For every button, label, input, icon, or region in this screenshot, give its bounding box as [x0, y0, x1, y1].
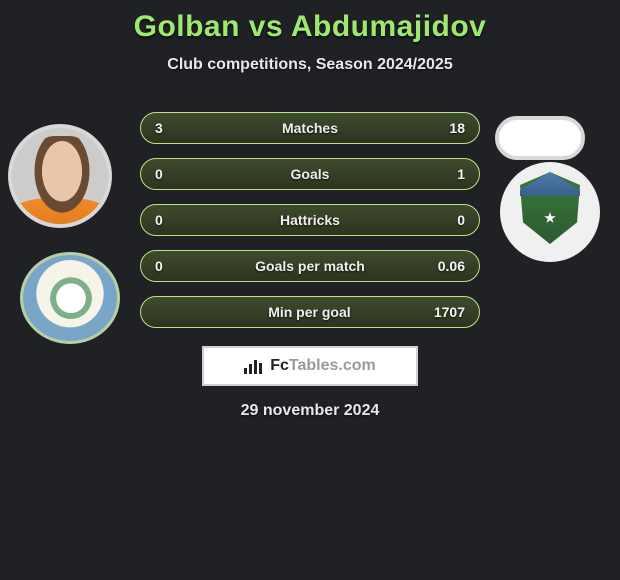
stat-right-value: 18	[435, 120, 465, 136]
club2-badge	[500, 162, 600, 262]
brand-text: FcTables.com	[270, 357, 376, 375]
stat-left-value: 0	[155, 166, 185, 182]
stat-label: Min per goal	[185, 304, 434, 320]
date-text: 29 november 2024	[0, 402, 620, 420]
stat-row-goals: 0 Goals 1	[140, 158, 480, 190]
stat-row-hattricks: 0 Hattricks 0	[140, 204, 480, 236]
stat-row-mpg: Min per goal 1707	[140, 296, 480, 328]
player1-face	[27, 136, 97, 224]
stat-label: Matches	[185, 120, 435, 136]
brand-logo: FcTables.com	[202, 346, 418, 386]
brand-prefix: Fc	[270, 357, 289, 374]
stat-right-value: 0	[435, 212, 465, 228]
brand-suffix: Tables.com	[289, 357, 376, 374]
stat-left-value: 3	[155, 120, 185, 136]
player1-avatar	[8, 124, 112, 228]
page-title: Golban vs Abdumajidov	[0, 0, 620, 44]
stat-right-value: 1707	[434, 304, 465, 320]
stat-row-gpm: 0 Goals per match 0.06	[140, 250, 480, 282]
stat-row-matches: 3 Matches 18	[140, 112, 480, 144]
club1-badge-inner	[41, 273, 101, 329]
subtitle: Club competitions, Season 2024/2025	[0, 56, 620, 74]
club1-badge	[20, 252, 120, 344]
stat-right-value: 1	[435, 166, 465, 182]
stats-list: 3 Matches 18 0 Goals 1 0 Hattricks 0 0 G…	[140, 112, 480, 328]
stat-left-value: 0	[155, 212, 185, 228]
stat-label: Goals per match	[185, 258, 435, 274]
stat-right-value: 0.06	[435, 258, 465, 274]
stat-left-value: 0	[155, 258, 185, 274]
stat-label: Hattricks	[185, 212, 435, 228]
bars-icon	[244, 358, 262, 374]
player2-avatar-placeholder	[495, 116, 585, 160]
stat-label: Goals	[185, 166, 435, 182]
